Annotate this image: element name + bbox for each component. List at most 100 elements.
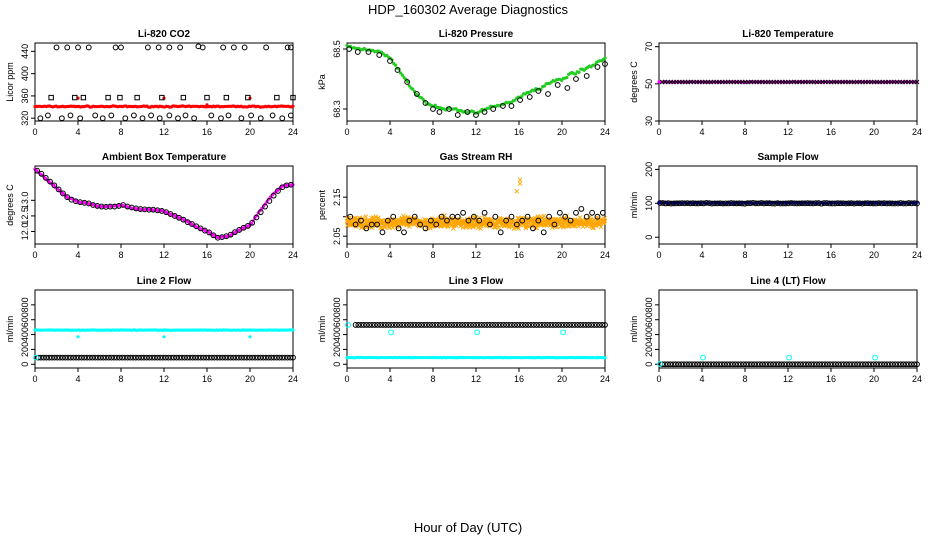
data-point [724, 361, 731, 368]
data-point [265, 354, 272, 361]
data-point [407, 84, 411, 88]
data-point [78, 354, 85, 361]
data-point [260, 354, 267, 361]
data-point [599, 322, 606, 328]
data-point [218, 115, 224, 122]
data-point [143, 354, 150, 361]
data-point [517, 177, 523, 182]
data-point [815, 200, 822, 206]
data-point [800, 361, 807, 368]
data-point [476, 217, 483, 224]
y-tick-label: 200 [644, 342, 654, 357]
data-point [536, 322, 543, 328]
data-point [535, 217, 542, 224]
data-point [497, 322, 504, 328]
data-point [478, 322, 485, 328]
plot-frame [346, 165, 606, 245]
data-point [473, 112, 479, 118]
series-samples [352, 322, 608, 328]
data-point [113, 354, 120, 361]
data-point [705, 361, 712, 368]
data-point [245, 94, 251, 101]
data-point [151, 354, 158, 361]
x-tick-label: 4 [387, 250, 392, 260]
data-point [812, 200, 819, 207]
data-point [864, 200, 871, 207]
data-point [862, 361, 869, 368]
data-point [708, 361, 714, 368]
data-point [662, 200, 669, 207]
data-point [603, 356, 607, 360]
data-point [345, 322, 351, 328]
data-point [905, 200, 912, 206]
data-point [418, 322, 425, 328]
y-tick-label: 400 [20, 66, 30, 81]
data-point [400, 73, 405, 77]
series-samples [346, 46, 608, 118]
data-point [550, 322, 556, 328]
data-point [413, 91, 420, 97]
data-point [810, 200, 817, 207]
data-point [363, 225, 370, 232]
data-point [897, 200, 904, 206]
x-tick-label: 24 [288, 250, 298, 260]
data-point [681, 200, 688, 207]
data-point [748, 361, 755, 368]
data-point [700, 354, 706, 361]
chart-title: Li-820 Pressure [439, 29, 514, 40]
data-point [503, 322, 510, 328]
data-point [448, 322, 455, 328]
data-point [665, 200, 672, 207]
data-point [492, 322, 499, 328]
x-tick-label: 24 [288, 127, 298, 137]
data-point [401, 229, 407, 236]
data-point [580, 322, 586, 328]
data-point [155, 44, 162, 51]
data-point [382, 322, 389, 328]
data-point [157, 354, 164, 361]
chart-panel-5: Gas Stream RH 0 4 8 12 16 20 24 2.05 2.15 percent [317, 152, 610, 260]
data-point [513, 221, 520, 228]
data-point [130, 354, 136, 361]
x-tick-label: 0 [344, 127, 349, 137]
data-point [567, 217, 574, 224]
data-point [225, 354, 231, 361]
data-point [560, 329, 566, 336]
data-point [35, 354, 42, 361]
data-point [270, 192, 277, 199]
data-point [840, 200, 847, 207]
data-point [497, 229, 504, 236]
data-point [843, 361, 850, 368]
data-point [393, 63, 398, 67]
data-point [244, 223, 251, 229]
data-point [722, 200, 729, 207]
y-tick-label: 600 [20, 312, 30, 327]
data-point [859, 361, 866, 368]
data-point [227, 231, 234, 238]
x-tick-label: 0 [344, 250, 349, 260]
data-point [560, 322, 567, 328]
data-point [262, 354, 269, 361]
data-point [487, 221, 493, 228]
data-point [235, 354, 242, 361]
data-point [208, 354, 215, 361]
x-tick-label: 16 [202, 374, 212, 384]
data-point [884, 200, 890, 207]
data-point [168, 354, 174, 361]
data-point [208, 112, 215, 119]
data-point [55, 186, 62, 193]
data-point [713, 361, 720, 368]
data-point [148, 112, 155, 119]
data-point [271, 354, 277, 361]
data-point [730, 200, 737, 207]
y-tick-label: 800 [20, 297, 30, 312]
data-point [554, 82, 561, 88]
data-point [905, 361, 912, 368]
y-axis-label: kPa [317, 74, 327, 90]
data-point [92, 112, 99, 119]
data-point [657, 361, 663, 367]
data-point [585, 322, 592, 328]
data-point [65, 354, 71, 361]
data-point [464, 109, 471, 115]
